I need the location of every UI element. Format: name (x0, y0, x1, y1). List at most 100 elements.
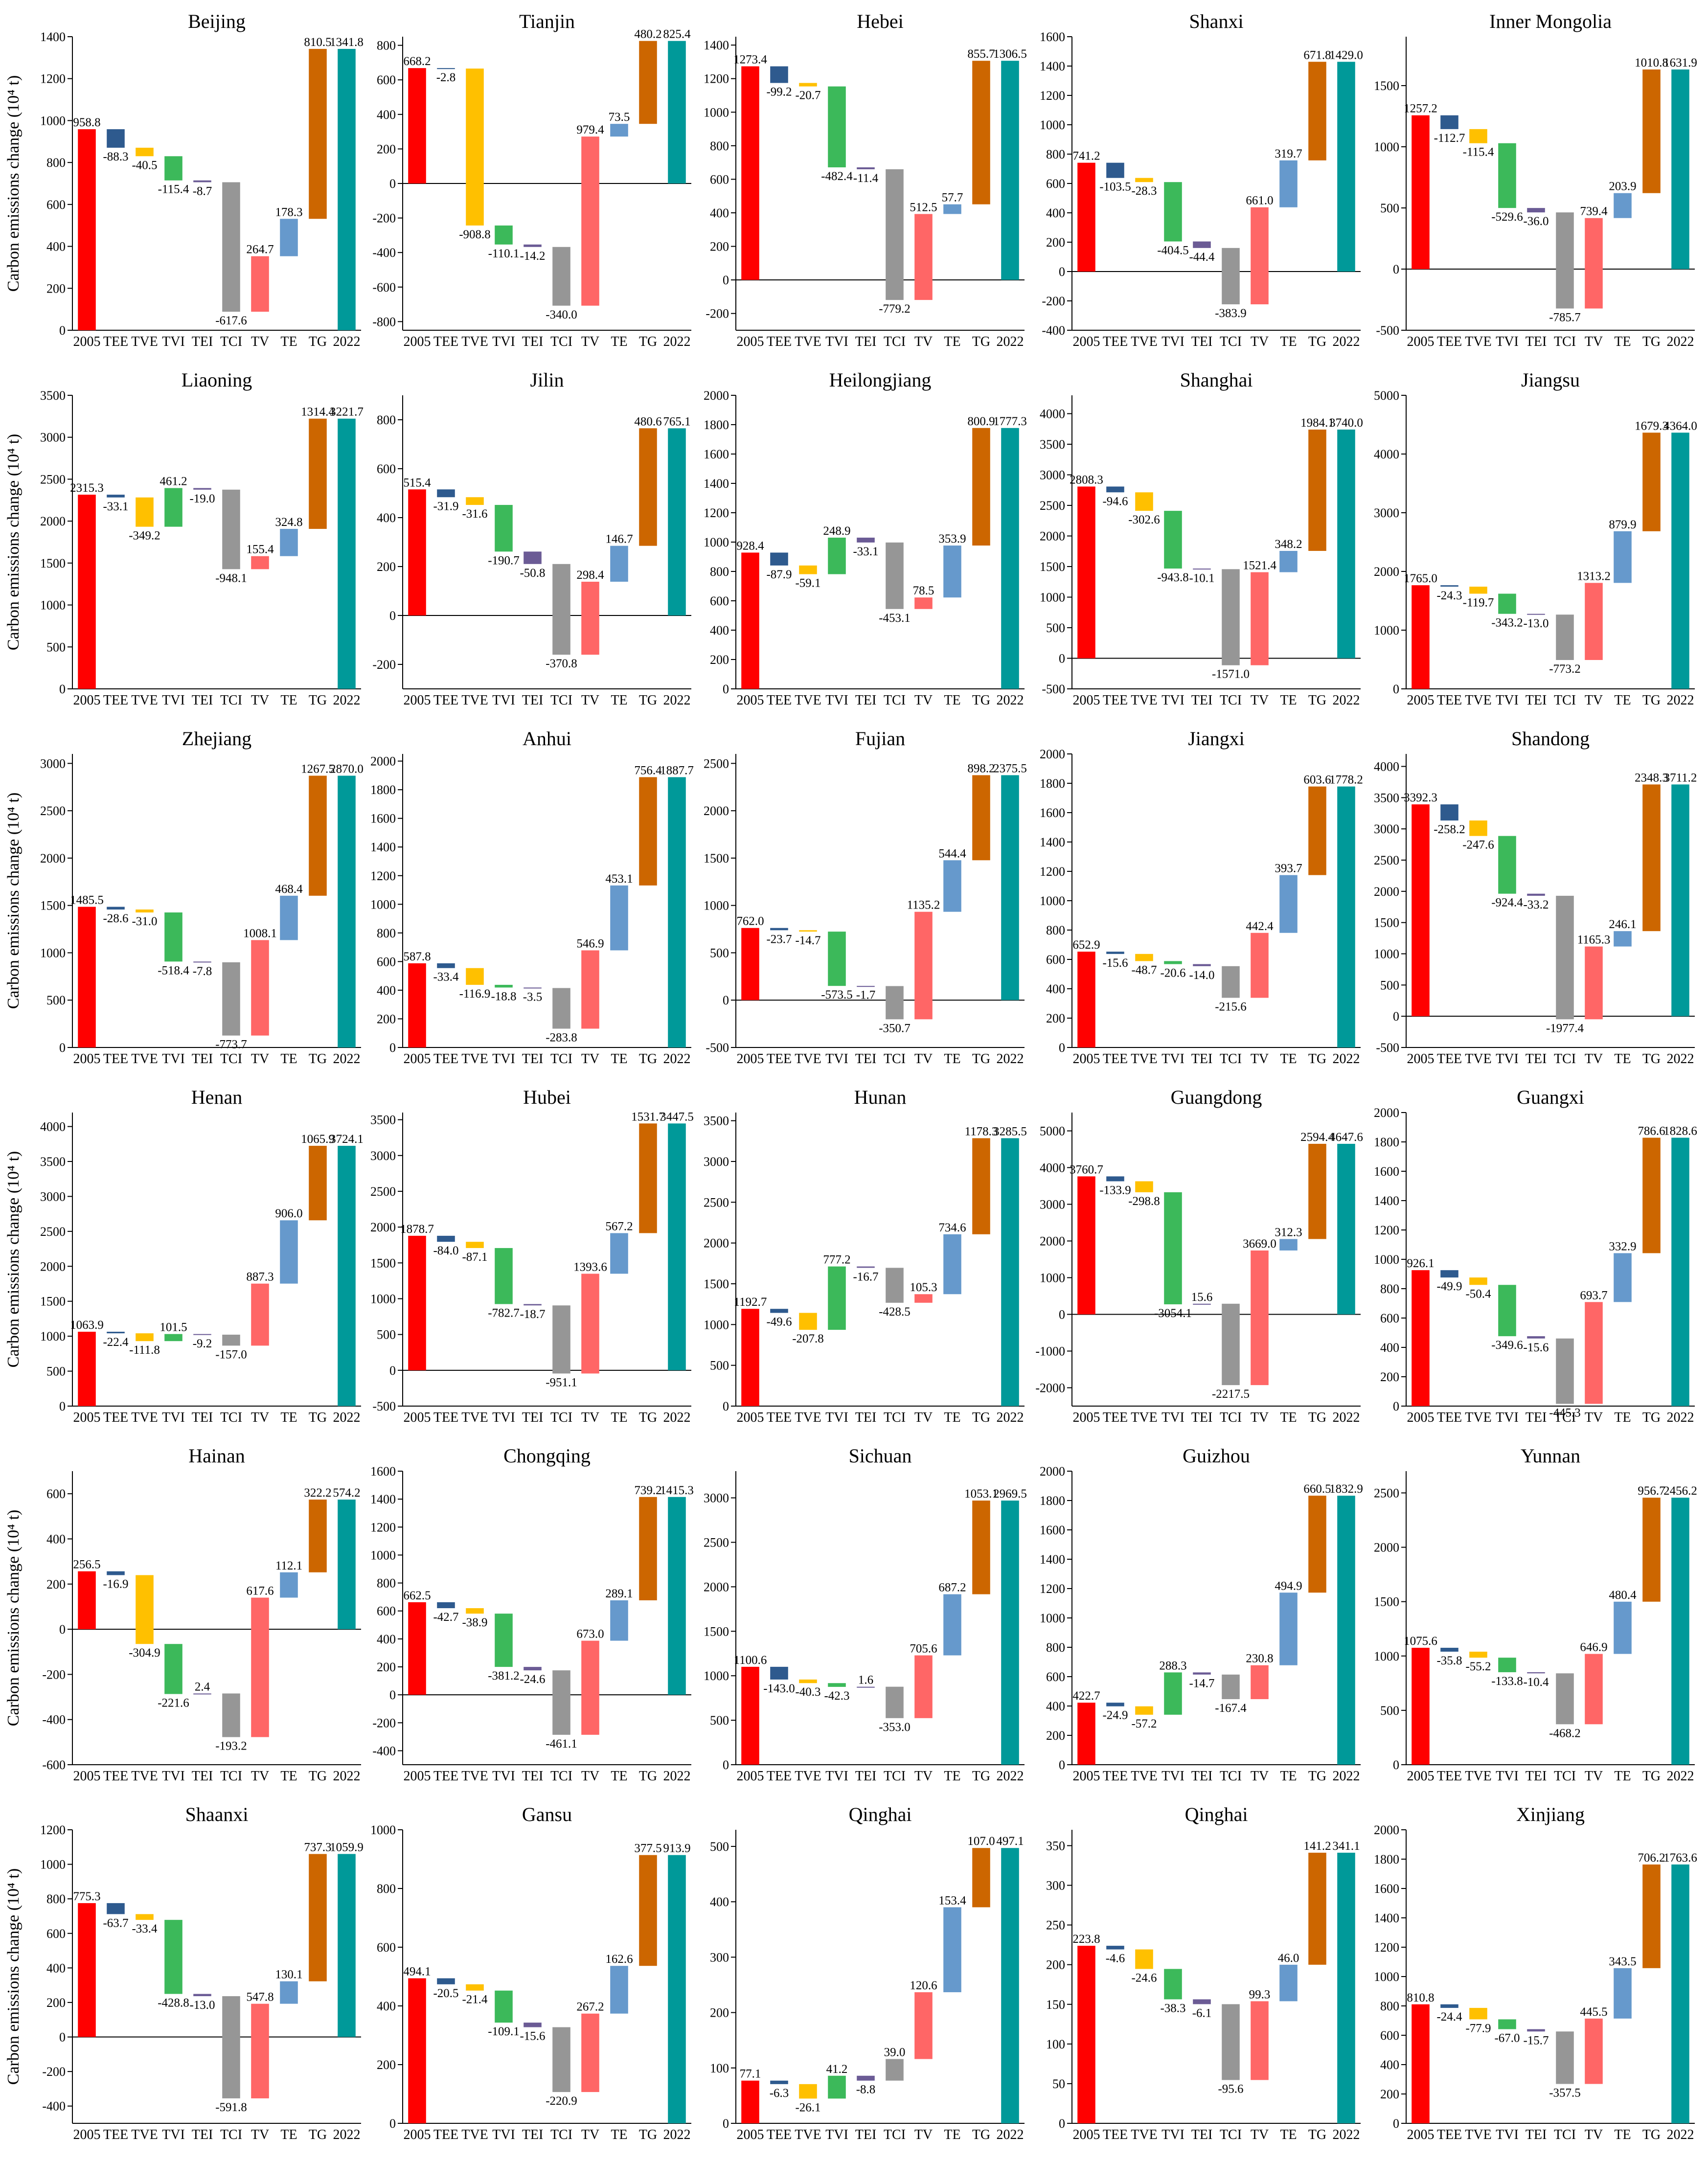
y-tick-label: 2000 (1374, 885, 1399, 899)
category-label: TEI (192, 334, 213, 349)
bar-TE (1279, 160, 1298, 207)
y-tick-label: 600 (710, 594, 729, 608)
bar-TG (309, 418, 327, 529)
data-label: 445.5 (1580, 2005, 1607, 2019)
category-label: TEE (1437, 1769, 1462, 1784)
category-label: TG (639, 1051, 657, 1067)
data-label: 101.5 (159, 1321, 187, 1334)
category-label: 2005 (73, 693, 101, 708)
bar-TV (251, 1283, 269, 1346)
y-tick-label: 4000 (40, 1120, 66, 1134)
y-tick-label: 1400 (40, 30, 66, 44)
panel-20: Hainan -600 -400 -200 0 200 400 600 256.5 2005 -16… (4, 1445, 361, 1784)
bar-TEE (107, 129, 125, 148)
category-label: 2005 (404, 1051, 431, 1067)
data-label: 512.5 (910, 201, 937, 214)
bar-TVI (495, 1990, 513, 2023)
bar-TV (581, 582, 599, 655)
category-label: TVI (1161, 1410, 1184, 1425)
bar-TE (1279, 1239, 1298, 1251)
bar-TEI (857, 2075, 875, 2081)
y-tick-label: 1600 (370, 1464, 396, 1479)
y-tick-label: 1200 (1374, 1940, 1399, 1955)
data-label: -28.3 (1131, 184, 1157, 198)
panel-0: Beijing 0 200 400 600 800 1000 1200 1400 958.8 200… (4, 10, 364, 349)
y-tick-label: 1500 (1374, 79, 1399, 93)
data-label: 155.4 (246, 543, 274, 556)
data-label: -773.7 (215, 1038, 247, 1051)
bar-TEI (193, 1334, 211, 1335)
y-tick-label: 400 (710, 206, 729, 220)
y-tick-label: 1200 (370, 1520, 396, 1534)
bar-2005 (741, 1666, 759, 1765)
data-label: 913.9 (663, 1842, 690, 1855)
data-label: -3054.1 (1154, 1307, 1192, 1320)
bar-TE (943, 1594, 961, 1656)
bar-TEI (524, 1667, 542, 1671)
y-tick-label: 1500 (1374, 916, 1399, 930)
data-label: 1777.3 (993, 415, 1027, 428)
data-label: -298.8 (1128, 1195, 1160, 1208)
data-label: -951.1 (546, 1376, 577, 1389)
data-label: -943.8 (1157, 571, 1189, 584)
y-tick-label: 0 (1393, 682, 1399, 696)
category-label: TVE (795, 1410, 821, 1425)
y-tick-label: 350 (1046, 1839, 1065, 1853)
y-axis-label: Carbon emissions change (10⁴ t) (4, 75, 23, 292)
category-label: TEI (1526, 1769, 1547, 1784)
y-tick-label: 800 (377, 926, 396, 940)
data-label: -19.0 (189, 492, 215, 505)
y-tick-label: 2000 (704, 388, 729, 403)
y-tick-label: 1200 (370, 869, 396, 883)
category-label: TEI (192, 1410, 213, 1425)
data-label: 107.0 (967, 1835, 995, 1848)
bar-TVI (1498, 1285, 1516, 1337)
category-label: TCI (884, 693, 906, 708)
data-label: 810.8 (1407, 1991, 1434, 2004)
y-tick-label: 1600 (1040, 30, 1065, 44)
bar-2005 (78, 129, 96, 330)
data-label: 546.9 (576, 937, 604, 950)
y-tick-label: 1000 (1374, 1649, 1399, 1663)
panel-title: Chongqing (503, 1445, 591, 1467)
data-label: 319.7 (1275, 147, 1302, 160)
data-label: 1832.9 (1329, 1482, 1363, 1496)
y-tick-label: 0 (59, 323, 66, 338)
bar-TVE (136, 147, 154, 157)
category-label: 2005 (404, 693, 431, 708)
y-tick-label: 1000 (370, 1823, 396, 1837)
data-label: 324.8 (275, 516, 302, 529)
data-label: 567.2 (605, 1220, 633, 1233)
category-label: TE (611, 1769, 627, 1784)
data-label: 480.6 (634, 415, 661, 428)
y-tick-label: 1200 (40, 72, 66, 86)
data-label: 3760.7 (1070, 1163, 1103, 1176)
y-tick-label: 3500 (370, 1113, 396, 1127)
category-label: TVI (1496, 1051, 1519, 1067)
data-label: -87.1 (462, 1251, 487, 1264)
category-label: TEI (522, 1410, 544, 1425)
category-label: 2022 (1667, 1769, 1694, 1784)
data-label: 646.9 (1580, 1641, 1607, 1654)
bar-TVI (1498, 2019, 1516, 2029)
y-tick-label: 3000 (1374, 822, 1399, 836)
category-label: TEI (1526, 2127, 1547, 2142)
bar-TE (943, 1907, 961, 1993)
category-label: TEE (433, 1410, 458, 1425)
data-label: 1273.4 (733, 53, 767, 67)
bar-TVE (1135, 1949, 1153, 1969)
panel-title: Liaoning (182, 369, 252, 391)
category-label: TVE (795, 1769, 821, 1784)
bar-TEI (1193, 1999, 1211, 2004)
category-label: TVI (1496, 693, 1519, 708)
y-tick-label: 2000 (40, 514, 66, 528)
bar-TEE (107, 1571, 125, 1575)
y-tick-label: 1800 (1374, 1135, 1399, 1149)
category-label: 2022 (1333, 1051, 1360, 1067)
bar-TE (610, 885, 628, 951)
category-label: TE (280, 334, 297, 349)
bar-TG (309, 48, 327, 219)
category-label: TVI (492, 1410, 515, 1425)
bar-TV (1585, 946, 1603, 1020)
